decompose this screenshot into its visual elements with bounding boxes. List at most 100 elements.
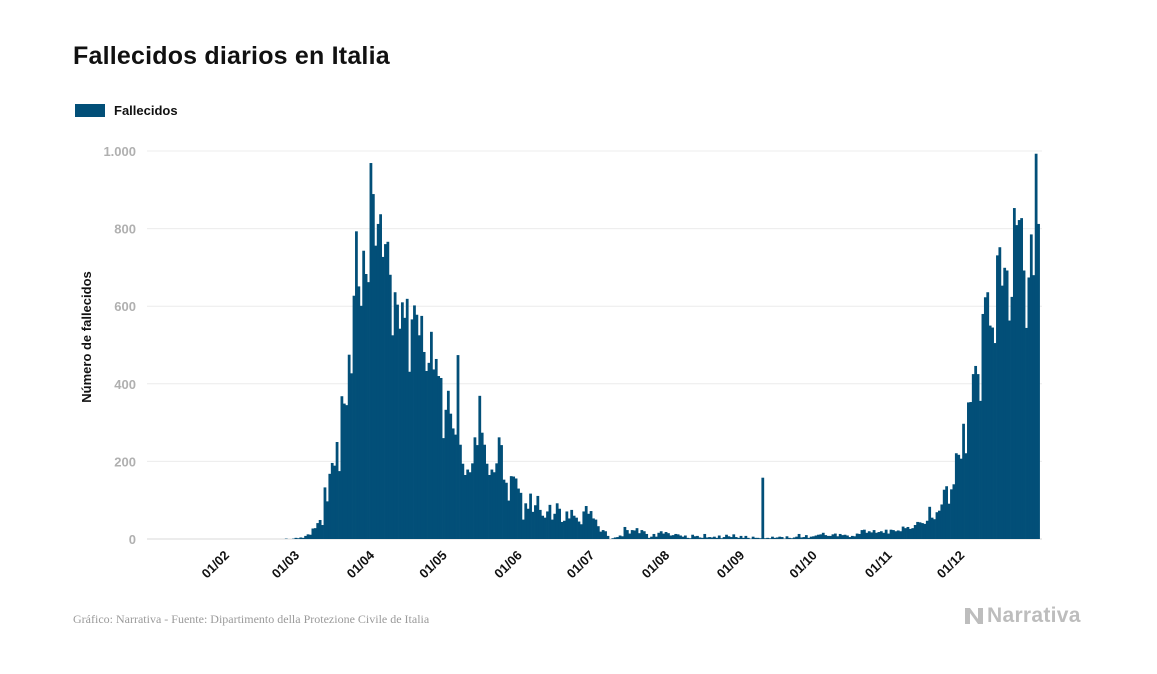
bar [713,536,716,539]
bar [964,453,968,539]
bar [434,358,438,539]
bar [729,537,733,539]
bar [502,479,506,539]
bar [935,512,939,539]
bar [1037,223,1040,539]
bar [703,533,707,539]
bar [826,535,830,539]
bar [952,484,956,539]
bar [676,534,680,539]
bar [802,537,806,539]
bar [654,536,658,539]
bar [524,503,528,539]
bar [674,533,678,539]
bar [642,531,646,539]
bar [338,471,341,539]
bar [954,453,958,539]
bar [623,526,627,539]
bar [509,476,513,539]
bar [592,518,595,539]
bar [497,437,501,539]
bar [836,536,840,539]
x-tick-label: 01/02 [199,548,233,582]
bar [355,231,358,539]
bar [940,504,944,539]
bar [691,534,695,539]
bar [413,305,416,539]
bar [326,501,329,539]
brand-logo: Narrativa [964,604,1081,628]
bar [998,247,1002,539]
bar [734,537,738,539]
bar [541,515,545,539]
bar [669,535,673,539]
legend-swatch [75,104,105,117]
bar [572,515,576,539]
bar [473,437,477,539]
bar [625,530,629,539]
bar [330,462,334,539]
bar [618,535,622,539]
bar [780,537,784,539]
bar [792,537,796,539]
bar [456,355,460,539]
y-tick-label: 1.000 [103,144,136,159]
bar [398,328,402,539]
bar [488,474,491,539]
bar [640,530,644,539]
x-tick-label: 01/04 [344,547,378,581]
bar [959,458,963,539]
y-axis-ticks: 0 200 400 600 800 1.000 [103,144,136,547]
y-tick-label: 0 [129,532,136,547]
bar [710,537,714,539]
y-axis-label: Número de fallecidos [79,271,94,402]
bar [896,530,900,539]
bar [459,444,462,539]
bar [526,508,530,539]
bar [454,434,457,539]
bar [967,402,970,539]
bar [548,504,552,539]
bar [584,506,588,539]
bar [437,376,441,539]
bar [1010,296,1014,539]
bar [432,369,436,539]
bar [296,538,300,539]
bar [843,534,847,539]
bar [809,536,813,539]
bar [492,472,496,539]
bar [650,536,653,539]
bar [863,529,866,539]
bar [410,319,414,539]
legend-label: Fallecidos [114,103,178,118]
bar [758,538,762,539]
bar [800,537,803,539]
y-tick-label: 400 [114,377,136,392]
bar [468,472,472,539]
bar [359,305,363,539]
bar [386,241,390,540]
bar [962,423,965,539]
bar [824,535,828,539]
bar [318,519,322,539]
bar [928,506,932,539]
bar [425,371,428,539]
x-tick-label: 01/03 [269,548,303,582]
y-tick-label: 600 [114,299,136,314]
bar [705,537,709,539]
bar [1029,234,1033,540]
x-tick-label: 01/11 [862,548,895,581]
bar [937,510,941,539]
bar [567,518,571,539]
bar [986,292,990,539]
bar [717,535,721,539]
bar [773,537,777,539]
bar [345,405,349,539]
bar [877,532,881,539]
bar [400,302,404,539]
bar [582,511,586,539]
bar [771,536,774,539]
bar [923,523,927,539]
bar [1027,277,1031,539]
bar [853,536,857,539]
